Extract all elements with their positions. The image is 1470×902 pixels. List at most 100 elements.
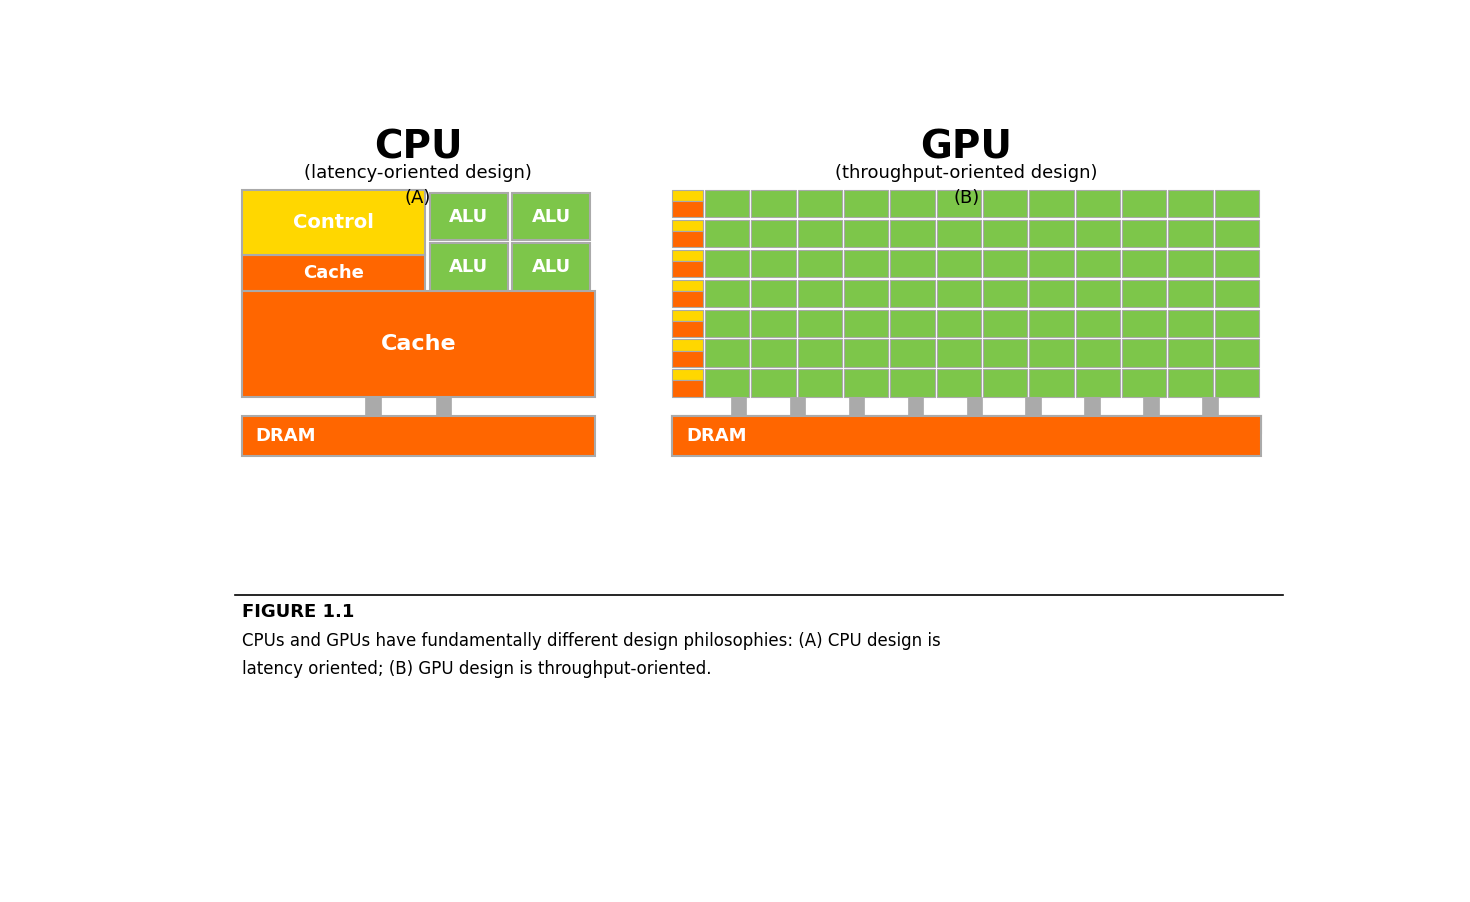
Text: ALU: ALU: [450, 258, 488, 276]
Bar: [751, 309, 795, 337]
Bar: [672, 261, 703, 277]
Bar: [1144, 397, 1158, 416]
Bar: [751, 220, 795, 247]
Bar: [365, 397, 381, 416]
Text: (A): (A): [406, 189, 431, 207]
Bar: [1122, 189, 1166, 217]
Bar: [936, 370, 980, 397]
Bar: [672, 250, 703, 261]
Text: DRAM: DRAM: [256, 428, 316, 446]
Bar: [512, 193, 589, 240]
Bar: [798, 339, 842, 367]
Bar: [789, 397, 806, 416]
Bar: [844, 309, 888, 337]
Text: CPU: CPU: [373, 128, 463, 167]
Bar: [936, 189, 980, 217]
Bar: [672, 280, 703, 290]
Bar: [706, 339, 750, 367]
Bar: [672, 231, 703, 247]
Bar: [706, 309, 750, 337]
Bar: [1076, 370, 1120, 397]
Text: Control: Control: [293, 213, 373, 232]
Bar: [672, 290, 703, 308]
Bar: [1085, 397, 1100, 416]
Bar: [1076, 280, 1120, 308]
Bar: [891, 309, 935, 337]
Bar: [798, 309, 842, 337]
Bar: [1029, 370, 1073, 397]
Bar: [891, 370, 935, 397]
Bar: [672, 416, 1261, 456]
Bar: [936, 280, 980, 308]
Bar: [1169, 309, 1213, 337]
Bar: [1122, 220, 1166, 247]
Bar: [1076, 189, 1120, 217]
Bar: [798, 220, 842, 247]
Bar: [1214, 189, 1260, 217]
Bar: [751, 370, 795, 397]
Bar: [1076, 250, 1120, 277]
Bar: [243, 189, 425, 255]
Bar: [672, 381, 703, 397]
Bar: [966, 397, 982, 416]
Bar: [891, 189, 935, 217]
Bar: [1076, 220, 1120, 247]
Bar: [243, 255, 425, 290]
Bar: [983, 280, 1028, 308]
Bar: [936, 309, 980, 337]
Bar: [983, 309, 1028, 337]
Text: (throughput-oriented design): (throughput-oriented design): [835, 164, 1098, 182]
Bar: [1169, 189, 1213, 217]
Bar: [731, 397, 747, 416]
Bar: [1122, 339, 1166, 367]
Bar: [1214, 339, 1260, 367]
Bar: [1169, 220, 1213, 247]
Text: Cache: Cache: [381, 334, 456, 354]
Bar: [844, 370, 888, 397]
Text: (B): (B): [954, 189, 979, 207]
Bar: [672, 309, 703, 320]
Bar: [1214, 370, 1260, 397]
Bar: [1169, 250, 1213, 277]
Bar: [798, 370, 842, 397]
Text: ALU: ALU: [532, 207, 570, 226]
Bar: [672, 339, 703, 351]
Bar: [429, 193, 507, 240]
Bar: [1029, 339, 1073, 367]
Bar: [1169, 370, 1213, 397]
Text: GPU: GPU: [920, 128, 1013, 167]
Bar: [844, 189, 888, 217]
Bar: [1029, 250, 1073, 277]
Bar: [983, 189, 1028, 217]
Bar: [706, 370, 750, 397]
Bar: [706, 280, 750, 308]
Bar: [706, 250, 750, 277]
Bar: [672, 416, 1261, 433]
Bar: [891, 280, 935, 308]
Bar: [891, 250, 935, 277]
Text: (latency-oriented design): (latency-oriented design): [304, 164, 532, 182]
Bar: [1122, 280, 1166, 308]
Bar: [1214, 250, 1260, 277]
Bar: [1122, 250, 1166, 277]
Bar: [983, 370, 1028, 397]
Bar: [751, 189, 795, 217]
Bar: [1026, 397, 1041, 416]
Bar: [1169, 339, 1213, 367]
Bar: [1076, 339, 1120, 367]
Text: ALU: ALU: [450, 207, 488, 226]
Bar: [907, 397, 923, 416]
Bar: [672, 189, 703, 201]
Bar: [512, 244, 589, 290]
Bar: [844, 250, 888, 277]
Bar: [848, 397, 864, 416]
Bar: [243, 290, 594, 397]
Bar: [798, 280, 842, 308]
Bar: [706, 220, 750, 247]
Bar: [751, 250, 795, 277]
Bar: [751, 339, 795, 367]
Bar: [983, 220, 1028, 247]
Bar: [1214, 220, 1260, 247]
Bar: [429, 244, 507, 290]
Bar: [1122, 370, 1166, 397]
